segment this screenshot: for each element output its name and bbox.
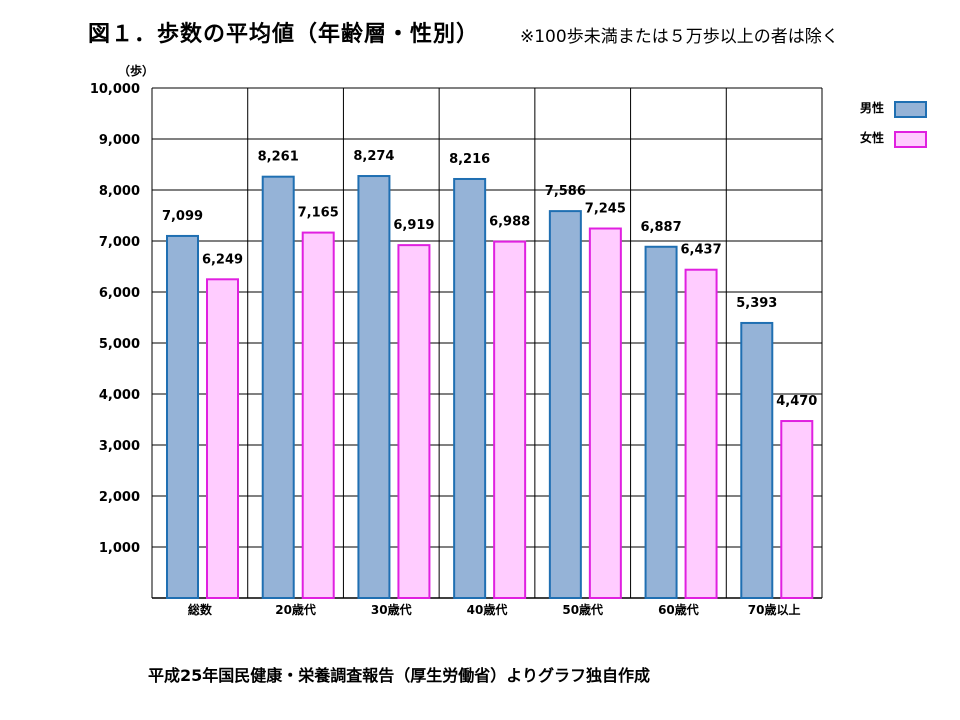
bar-male [548, 210, 582, 599]
legend-swatch-female [894, 131, 927, 148]
data-label: 6,437 [681, 243, 722, 258]
x-tick-label: 総数 [188, 602, 213, 617]
bar-female [397, 244, 431, 599]
bar-male [453, 177, 487, 599]
bar-male [261, 175, 295, 599]
data-label: 6,249 [202, 252, 243, 267]
data-label: 6,919 [393, 218, 434, 233]
bar-female [493, 240, 527, 599]
bar-male [166, 234, 199, 600]
y-tick-label: 7,000 [99, 235, 140, 250]
legend-label: 女性 [860, 130, 884, 145]
data-label: 7,245 [585, 202, 626, 217]
legend-label: 男性 [860, 100, 884, 115]
data-label: 6,887 [641, 220, 682, 235]
y-tick-label: 6,000 [99, 286, 140, 301]
y-tick-label: 4,000 [99, 388, 140, 403]
bar-male [740, 321, 774, 599]
y-tick-label: 1,000 [99, 541, 140, 556]
x-tick-label: 20歳代 [275, 602, 316, 617]
chart-title: 図１．歩数の平均値（年齢層・性別） [88, 22, 480, 47]
exclusion-note: ※100歩未満または５万歩以上の者は除く [520, 27, 839, 47]
bars [166, 175, 814, 600]
y-axis-ticks: 1,000 2,000 3,000 4,000 5,000 6,000 7,000 8,000… [90, 82, 140, 556]
y-axis-unit-label: （歩） [118, 64, 155, 78]
bar-male [644, 245, 678, 599]
data-label: 4,470 [776, 394, 817, 409]
bar-female [684, 268, 718, 599]
bar-female [588, 227, 622, 599]
x-axis-categories: 総数 20歳代 30歳代 40歳代 50歳代 60歳代 70歳以上 [188, 602, 801, 617]
x-tick-label: 70歳以上 [748, 602, 801, 617]
y-tick-label: 5,000 [99, 337, 140, 352]
bar-male [357, 175, 391, 599]
y-tick-label: 2,000 [99, 490, 140, 505]
bar-female [206, 278, 239, 599]
y-tick-label: 3,000 [99, 439, 140, 454]
data-label: 7,165 [298, 206, 339, 221]
bar-female [780, 420, 814, 599]
y-tick-label: 9,000 [99, 133, 140, 148]
data-label: 8,274 [353, 149, 394, 164]
y-tick-label: 10,000 [90, 82, 140, 97]
source-caption: 平成25年国民健康・栄養調査報告（厚生労働省）よりグラフ独自作成 [148, 666, 650, 685]
data-label: 8,216 [449, 152, 490, 167]
data-label: 7,099 [162, 209, 203, 224]
x-tick-label: 50歳代 [562, 602, 603, 617]
x-tick-label: 30歳代 [371, 602, 412, 617]
data-label: 5,393 [736, 296, 777, 311]
data-labels: 7,099 8,261 8,274 8,216 7,586 6,887 5,393 6,249… [162, 149, 817, 409]
y-tick-label: 8,000 [99, 184, 140, 199]
data-label: 6,988 [489, 215, 530, 230]
x-tick-label: 40歳代 [467, 602, 508, 617]
data-label: 8,261 [258, 150, 299, 165]
legend-swatch-male [894, 101, 927, 118]
data-label: 7,586 [545, 184, 586, 199]
bar-female [301, 231, 335, 600]
x-tick-label: 60歳代 [658, 602, 699, 617]
